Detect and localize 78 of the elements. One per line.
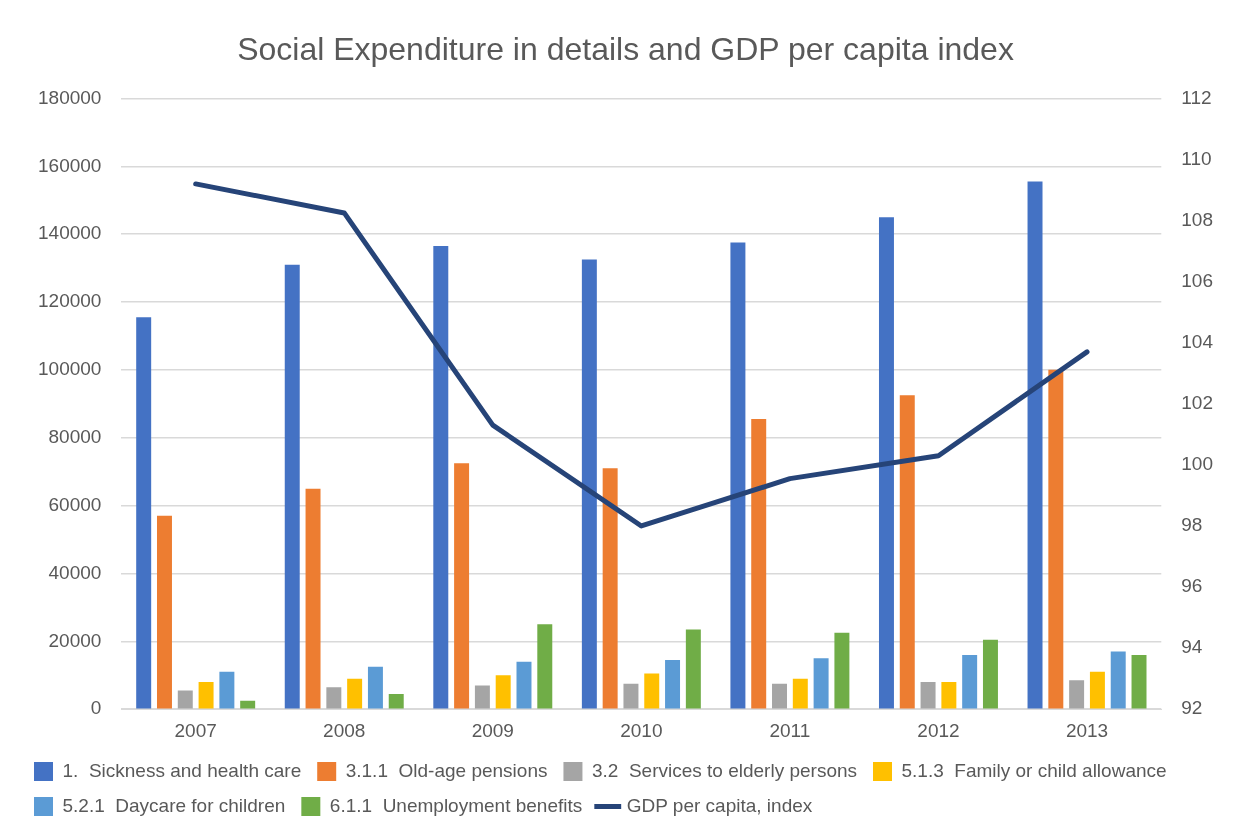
y2-tick-label: 92 [1181, 697, 1203, 719]
y-tick-label: 40000 [48, 561, 102, 583]
chart-title: Social Expenditure in details and GDP per capita index [237, 31, 1014, 68]
bar [623, 683, 639, 709]
y-tick-label: 80000 [48, 425, 102, 447]
x-tick-label: 2009 [471, 719, 514, 741]
y-tick-label: 0 [90, 697, 102, 719]
y2-tick-label: 104 [1181, 330, 1214, 352]
bar [495, 675, 511, 709]
y2-tick-label: 94 [1181, 636, 1203, 658]
y-tick-label: 140000 [38, 222, 102, 244]
legend-label: 6.1.1 Unemployment benefits [329, 794, 583, 816]
y-tick-label: 60000 [48, 493, 102, 515]
y2-tick-label: 106 [1181, 269, 1213, 291]
y-tick-label: 100000 [38, 358, 102, 380]
bar [454, 463, 470, 709]
bar [941, 682, 957, 709]
bar [347, 678, 363, 709]
bar [834, 632, 850, 709]
bar [474, 685, 490, 709]
bar [367, 666, 383, 709]
y2-tick-label: 96 [1181, 575, 1203, 597]
bar [388, 693, 404, 709]
y2-tick-label: 112 [1181, 86, 1212, 108]
bar [920, 682, 936, 709]
bar [240, 700, 256, 709]
bar [1089, 671, 1105, 709]
bar [899, 395, 915, 709]
bar [537, 624, 553, 709]
bar [1027, 181, 1043, 709]
bar [878, 217, 894, 709]
bar [433, 246, 449, 709]
y-tick-label: 120000 [38, 290, 102, 312]
bar [1131, 654, 1147, 709]
legend-label: 5.2.1 Daycare for children [62, 794, 286, 816]
y-tick-label: 180000 [38, 86, 102, 108]
bar [751, 419, 767, 709]
bar [157, 515, 172, 709]
bar [1048, 369, 1064, 709]
bar [685, 629, 701, 709]
bar [665, 660, 681, 709]
y-tick-label: 20000 [48, 629, 102, 651]
y-tick-label: 160000 [38, 154, 102, 176]
x-tick-label: 2007 [174, 719, 217, 741]
bar [1069, 680, 1085, 709]
bar [772, 683, 787, 709]
bar [730, 242, 746, 709]
legend-label: 3.2 Services to elderly persons [591, 759, 858, 781]
bar [219, 671, 235, 709]
bar [177, 690, 193, 709]
bar [602, 468, 618, 709]
bar [305, 488, 321, 709]
legend-label: 1. Sickness and health care [62, 759, 302, 781]
x-tick-label: 2012 [917, 719, 960, 741]
y2-tick-label: 110 [1181, 147, 1212, 169]
bar [198, 682, 214, 709]
bar [644, 673, 660, 709]
bar [326, 687, 342, 709]
y2-tick-label: 102 [1181, 392, 1213, 414]
bar [581, 259, 597, 709]
x-tick-label: 2013 [1065, 719, 1109, 741]
x-tick-label: 2010 [620, 719, 663, 741]
bar [962, 654, 978, 709]
legend-label: 3.1.1 Old-age pensions [345, 759, 548, 781]
bar [136, 317, 152, 709]
bar [284, 264, 300, 709]
bar [982, 639, 998, 709]
bar [1110, 651, 1126, 709]
legend-label: 5.1.3 Family or child allowance [901, 759, 1167, 781]
y2-tick-label: 98 [1181, 514, 1203, 536]
bar [516, 661, 532, 709]
legend-label: GDP per capita, index [626, 794, 813, 816]
y2-tick-label: 108 [1181, 208, 1213, 230]
bar [813, 658, 829, 709]
x-tick-label: 2008 [323, 719, 366, 741]
y2-tick-label: 100 [1181, 453, 1213, 475]
x-tick-label: 2011 [769, 719, 811, 741]
bar [792, 678, 808, 709]
